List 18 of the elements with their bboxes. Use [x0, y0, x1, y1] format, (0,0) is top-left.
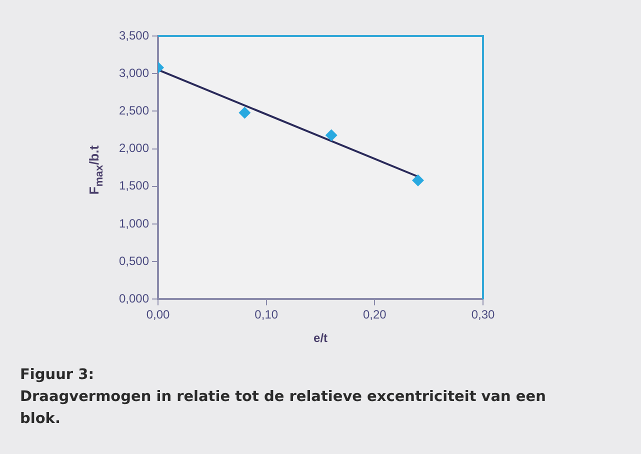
y-tick-label: 0,000	[119, 292, 150, 306]
text: Figuur 3:	[20, 366, 95, 385]
x-tick-label: 0,10	[254, 308, 278, 322]
y-tick-label: 2,500	[119, 104, 150, 118]
x-tick-label: 0,30	[471, 308, 495, 322]
y-tick-label: 1,000	[119, 216, 150, 230]
point	[238, 106, 251, 119]
x-tick-label: 0,20	[362, 308, 387, 322]
x-tick-label: 0,00	[146, 308, 170, 322]
y-tick-label: 3,500	[119, 28, 150, 42]
y-tick-label: 3,000	[119, 66, 150, 80]
point	[325, 129, 338, 142]
x-axis-title: e/t	[314, 331, 328, 346]
y-tick-label: 0,500	[119, 254, 150, 268]
text: Draagvermogen in relatie tot de relatieve excentriciteit van een blok.	[20, 388, 547, 429]
point	[412, 174, 424, 186]
y-tick-label: 1,500	[119, 178, 150, 193]
y-tick-label: 2,000	[119, 141, 150, 156]
